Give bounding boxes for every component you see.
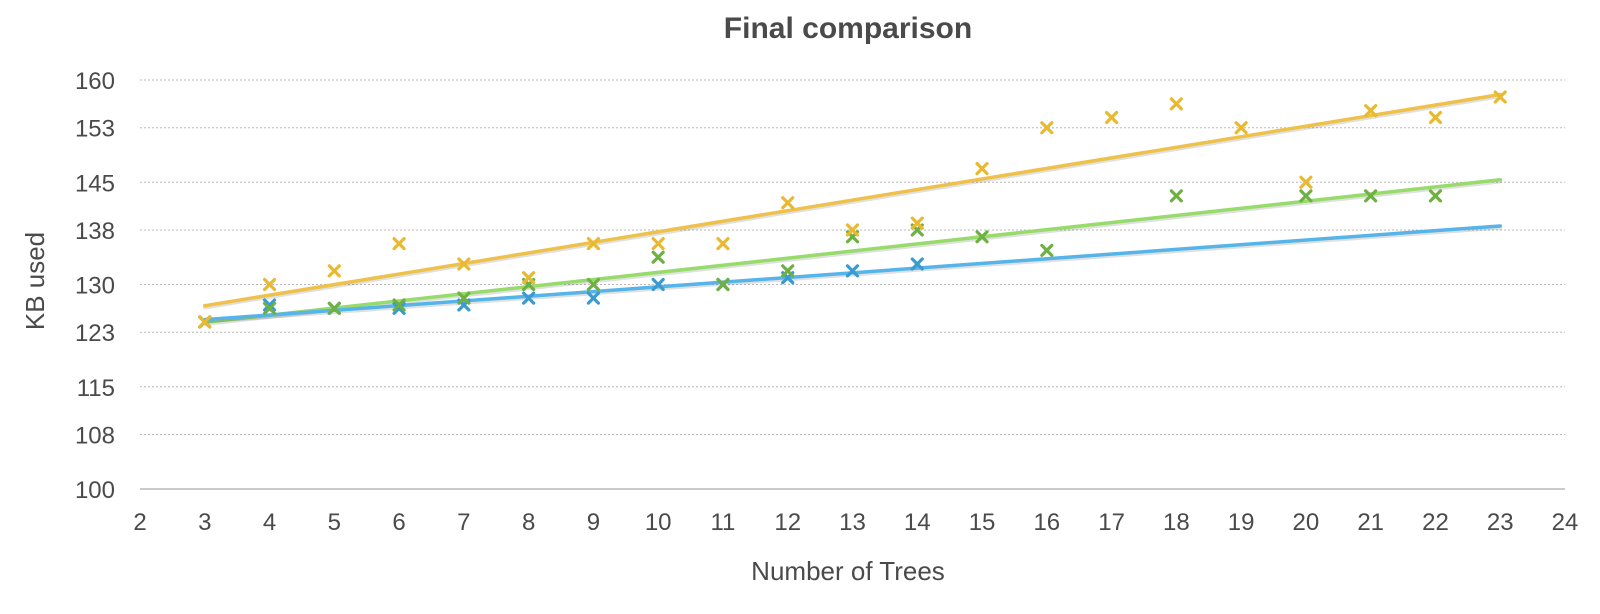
data-point-series-3: [910, 257, 924, 271]
x-tick-label: 5: [328, 509, 341, 536]
data-point-series-3: [586, 291, 601, 305]
chart-title: Final comparison: [724, 12, 972, 45]
y-tick-label: 100: [75, 477, 115, 504]
data-point-series-3: [651, 277, 665, 292]
data-point-series-3: [262, 298, 277, 312]
data-point-series-1: [1234, 121, 1248, 135]
x-tick-label: 7: [457, 509, 470, 536]
x-tick-label: 24: [1552, 509, 1579, 536]
data-point-series-1: [457, 257, 471, 271]
x-tick-label: 6: [392, 509, 405, 536]
x-tick-label: 23: [1487, 509, 1514, 536]
data-point-series-2: [1364, 189, 1378, 203]
data-point-series-2: [457, 291, 471, 305]
x-tick-label: 18: [1163, 509, 1190, 536]
y-tick-label: 123: [75, 320, 115, 347]
data-point-series-2: [392, 298, 406, 312]
x-tick-label: 2: [133, 509, 146, 536]
data-point-series-1: [1364, 104, 1378, 118]
y-axis-label: KB used: [20, 232, 50, 330]
data-point-series-1: [327, 264, 341, 278]
data-point-series-1: [1493, 90, 1507, 104]
data-point-series-2: [262, 301, 277, 315]
data-point-series-1: [781, 196, 795, 210]
x-axis-label: Number of Trees: [751, 556, 945, 586]
data-point-series-1: [522, 271, 536, 285]
data-point-series-1: [975, 162, 989, 176]
data-point-series-1: [586, 237, 601, 251]
y-tick-label: 153: [75, 116, 115, 143]
data-point-series-1: [1104, 110, 1119, 125]
data-point-series-1: [716, 237, 730, 251]
data-point-series-1: [845, 223, 860, 237]
data-point-series-1: [1428, 110, 1443, 125]
x-tick-label: 16: [1033, 509, 1060, 536]
y-tick-label: 108: [75, 422, 115, 449]
y-tick-label: 130: [75, 273, 115, 300]
x-tick-label: 11: [710, 509, 735, 536]
data-point-series-2: [975, 230, 989, 244]
x-tick-label: 9: [587, 509, 600, 536]
data-point-series-3: [845, 264, 860, 278]
x-tick-label: 19: [1228, 509, 1255, 536]
x-tick-label: 3: [198, 509, 211, 536]
data-point-series-1: [1299, 175, 1313, 189]
x-tick-label: 14: [904, 509, 931, 536]
data-point-series-2: [1428, 189, 1443, 203]
data-point-series-2: [716, 277, 730, 292]
trendline-shadow: [203, 180, 1502, 326]
data-point-series-1: [1040, 121, 1054, 135]
data-point-series-2: [781, 264, 795, 278]
data-point-series-2: [1299, 189, 1313, 203]
trendline-series-1: [203, 92, 1502, 308]
y-tick-label: 138: [75, 218, 115, 245]
x-tick-label: 22: [1422, 509, 1449, 536]
data-point-series-1: [651, 237, 665, 251]
data-point-series-2: [651, 250, 665, 264]
trendline-shadow: [203, 94, 1502, 310]
y-tick-label: 145: [75, 170, 115, 197]
data-point-series-1: [392, 237, 406, 251]
data-point-series-1: [262, 277, 277, 292]
point-layer: [198, 90, 1507, 329]
data-point-series-1: [1169, 97, 1183, 111]
data-point-series-1: [198, 315, 212, 329]
x-tick-label: 10: [645, 509, 672, 536]
x-tick-label: 20: [1293, 509, 1320, 536]
y-tick-label: 115: [77, 375, 115, 402]
trendline-series-2: [203, 178, 1502, 324]
trend-layer: [203, 92, 1502, 326]
data-point-series-2: [1040, 243, 1054, 258]
data-point-series-1: [910, 216, 924, 230]
grid-layer: [140, 79, 1565, 435]
x-tick-label: 13: [839, 509, 866, 536]
x-tick-label: 15: [969, 509, 996, 536]
x-tick-label: 17: [1098, 509, 1125, 536]
data-point-series-2: [1169, 189, 1183, 203]
x-tick-label: 12: [774, 509, 801, 536]
x-tick-label: 8: [522, 509, 535, 536]
data-point-series-2: [586, 277, 601, 292]
data-point-series-3: [522, 291, 536, 305]
data-point-series-3: [392, 301, 406, 315]
y-tick-label: 160: [75, 68, 115, 95]
x-tick-label: 21: [1357, 509, 1384, 536]
data-point-series-2: [327, 301, 341, 315]
trendline-shadow: [203, 226, 1502, 324]
x-tick-label: 4: [263, 509, 276, 536]
